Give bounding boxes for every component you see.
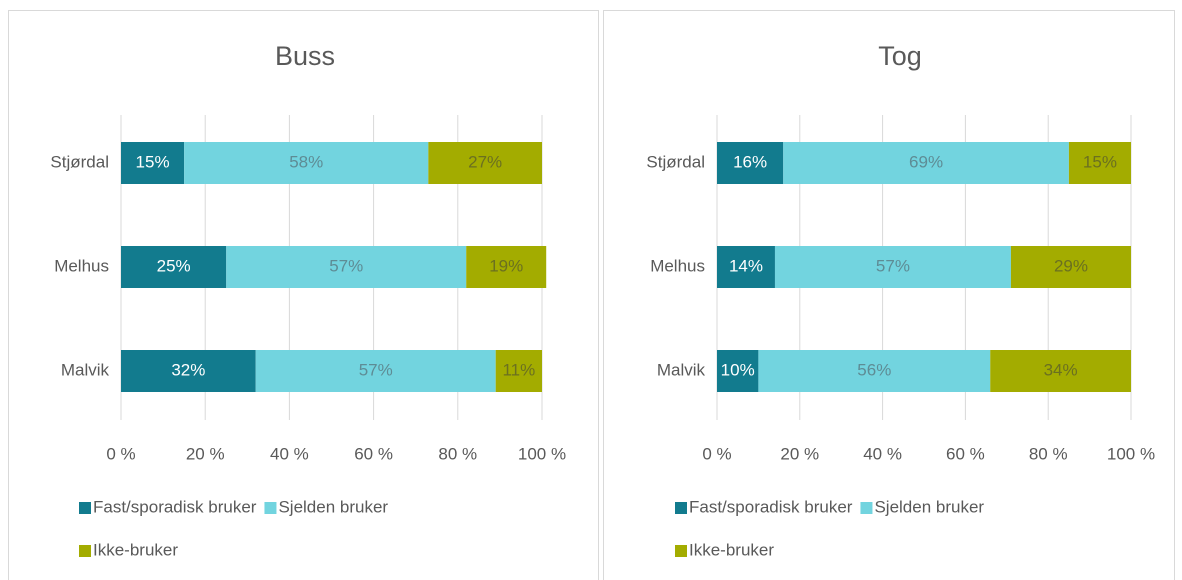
bar-segment: [717, 246, 775, 288]
data-label: 58%: [289, 152, 323, 171]
bar-segment: [121, 246, 227, 288]
data-label: 34%: [1044, 360, 1078, 379]
legend-swatch: [79, 502, 91, 514]
legend-label: Ikke-bruker: [689, 540, 774, 559]
data-label: 15%: [136, 152, 170, 171]
x-tick-label: 60 %: [354, 444, 393, 463]
data-label: 10%: [721, 360, 755, 379]
legend-label: Fast/sporadisk bruker: [93, 497, 257, 516]
data-label: 16%: [733, 152, 767, 171]
bar-segment: [717, 350, 759, 392]
x-tick-label: 60 %: [946, 444, 985, 463]
chart-title: Buss: [275, 41, 335, 71]
x-tick-label: 0 %: [702, 444, 731, 463]
x-tick-label: 0 %: [106, 444, 135, 463]
bar-segment: [121, 142, 185, 184]
legend-label: Sjelden bruker: [278, 497, 388, 516]
data-label: 14%: [729, 256, 763, 275]
y-tick-label: Malvik: [657, 360, 706, 379]
bar-segment: [428, 142, 542, 184]
legend-swatch: [675, 502, 687, 514]
legend-swatch: [264, 502, 277, 514]
data-label: 32%: [171, 360, 205, 379]
x-tick-label: 80 %: [438, 444, 477, 463]
x-tick-label: 80 %: [1029, 444, 1068, 463]
bar-segment: [758, 350, 991, 392]
legend-label: Ikke-bruker: [93, 540, 178, 559]
x-tick-label: 100 %: [1107, 444, 1155, 463]
x-tick-label: 100 %: [518, 444, 566, 463]
x-tick-label: 20 %: [186, 444, 225, 463]
bar-segment: [466, 246, 547, 288]
legend-swatch: [79, 545, 91, 557]
bar-segment: [255, 350, 496, 392]
bar-segment: [990, 350, 1131, 392]
y-tick-label: Stjørdal: [646, 152, 705, 171]
data-label: 69%: [909, 152, 943, 171]
data-label: 57%: [329, 256, 363, 275]
data-label: 11%: [502, 360, 535, 379]
data-label: 25%: [157, 256, 191, 275]
bar-segment: [1010, 246, 1131, 288]
bar-segment: [1068, 142, 1131, 184]
bar-segment: [717, 142, 784, 184]
legend-label: Sjelden bruker: [874, 497, 984, 516]
data-label: 15%: [1083, 152, 1117, 171]
x-tick-label: 40 %: [863, 444, 902, 463]
bar-segment: [774, 246, 1011, 288]
bar-segment: [495, 350, 542, 392]
data-label: 56%: [857, 360, 891, 379]
bar-segment: [783, 142, 1069, 184]
panel: [8, 10, 599, 580]
bar-segment: [184, 142, 429, 184]
y-tick-label: Melhus: [650, 256, 705, 275]
chart-title: Tog: [878, 41, 922, 71]
y-tick-label: Melhus: [54, 256, 109, 275]
legend-swatch: [860, 502, 873, 514]
x-tick-label: 40 %: [270, 444, 309, 463]
legend-swatch: [675, 545, 687, 557]
data-label: 19%: [489, 256, 523, 275]
legend-label: Fast/sporadisk bruker: [689, 497, 853, 516]
panel: [603, 10, 1175, 580]
data-label: 57%: [876, 256, 910, 275]
bar-segment: [121, 350, 256, 392]
bar-segment: [226, 246, 467, 288]
data-label: 29%: [1054, 256, 1088, 275]
data-label: 27%: [468, 152, 502, 171]
y-tick-label: Malvik: [61, 360, 110, 379]
x-tick-label: 20 %: [780, 444, 819, 463]
data-label: 57%: [359, 360, 393, 379]
y-tick-label: Stjørdal: [50, 152, 109, 171]
